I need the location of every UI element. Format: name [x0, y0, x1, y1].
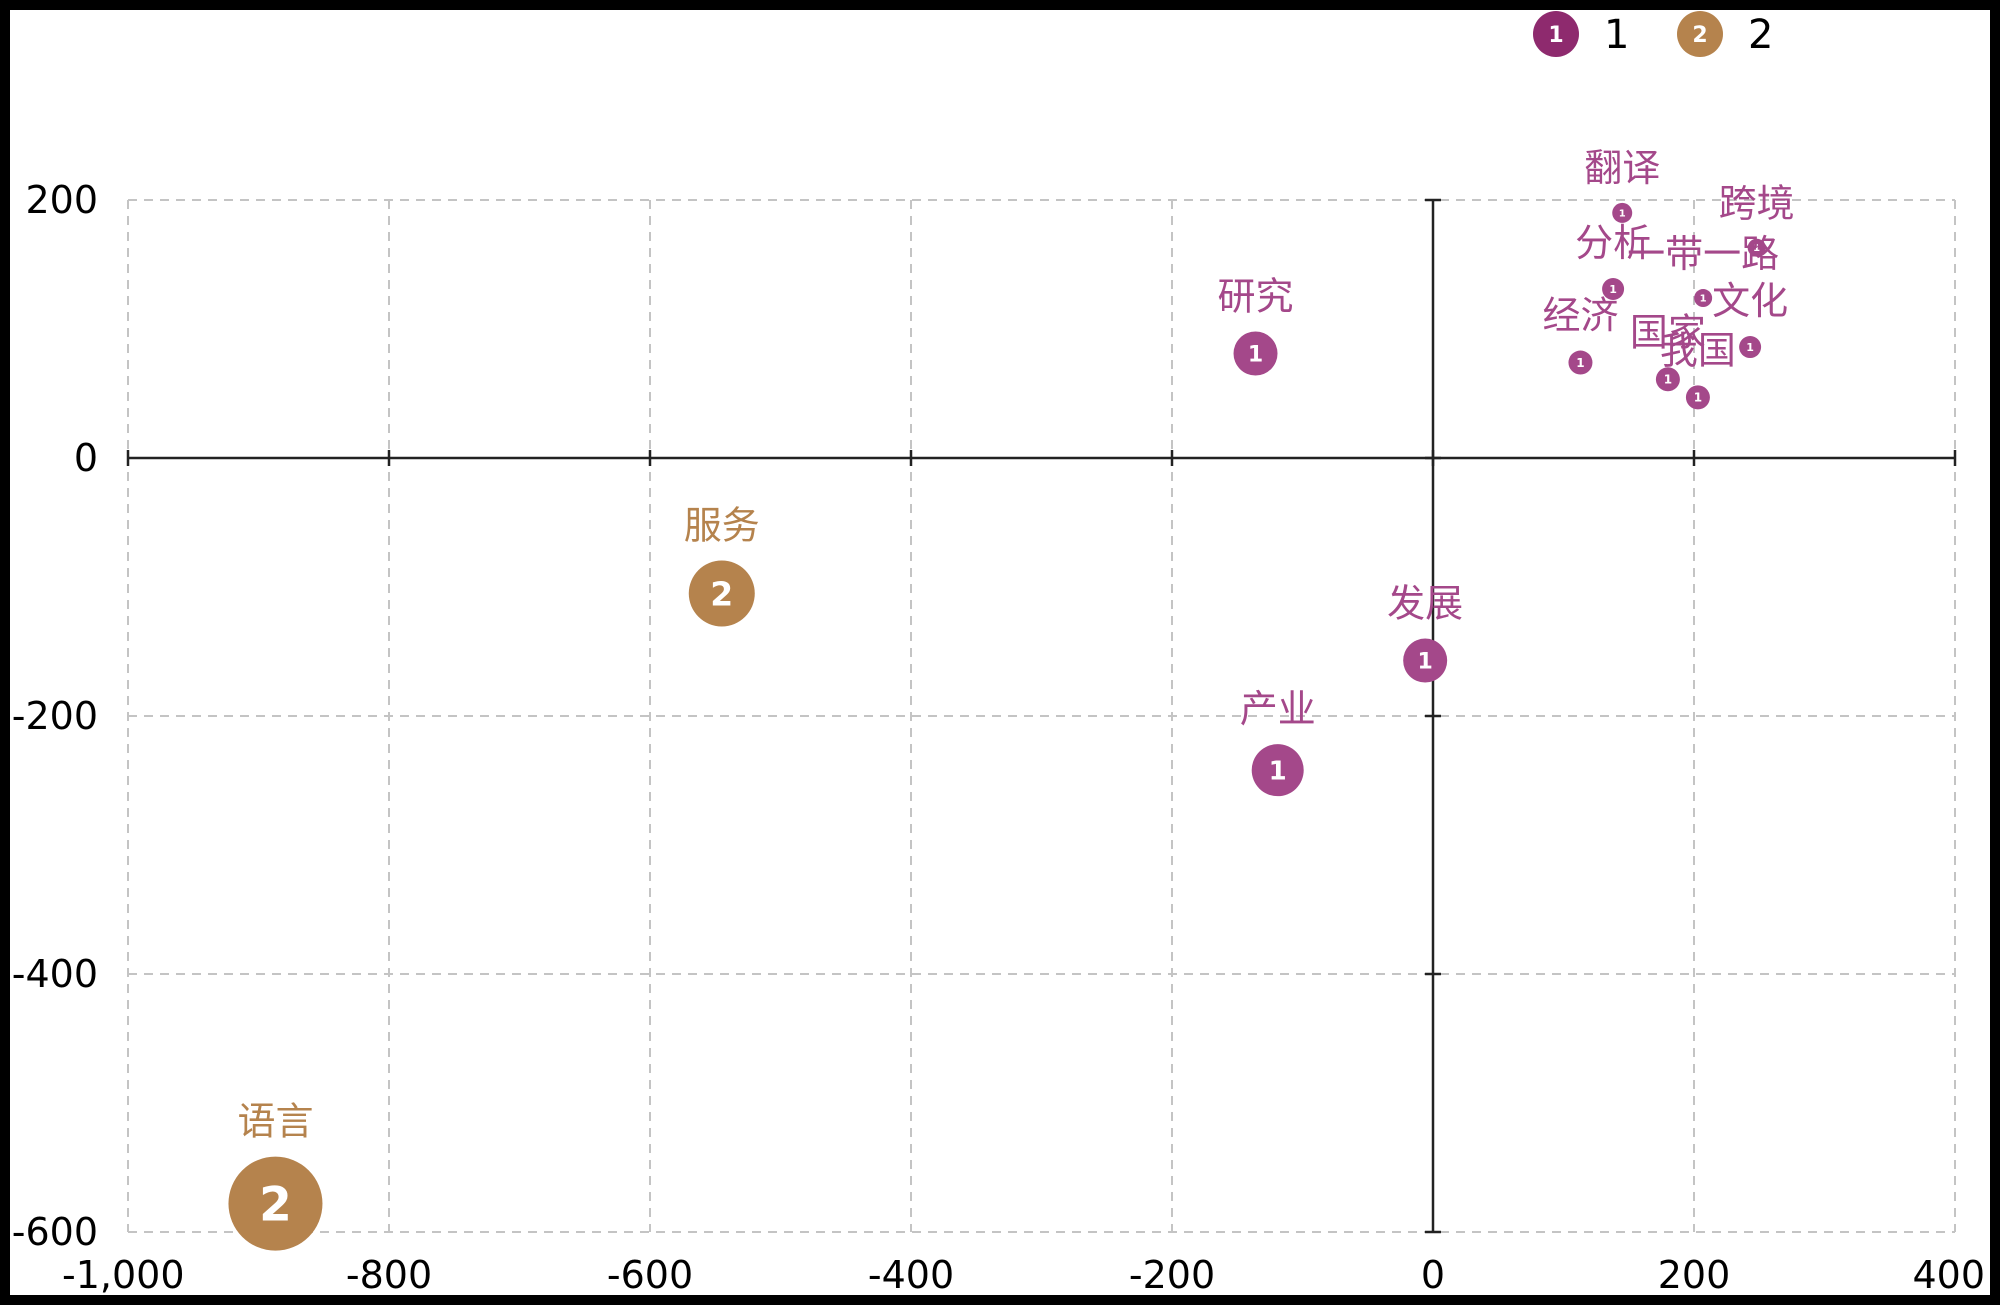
point-label: 分析: [1575, 221, 1651, 265]
point-label: 研究: [1218, 275, 1294, 319]
point-badge: 1: [1609, 283, 1617, 296]
point-bubble: [1747, 238, 1766, 257]
point-label: 语言: [237, 1100, 313, 1144]
data-point: 1 文化: [1712, 279, 1788, 359]
data-point: 1 研究: [1218, 275, 1294, 376]
point-badge: 1: [1619, 209, 1626, 220]
point-bubble: [1694, 289, 1713, 308]
y-tick-label: -400: [12, 952, 98, 996]
point-badge: 1: [1694, 391, 1702, 405]
scatter-chart: -1,000 -800 -600 -400 -200 0 200 400 -600 -400 -2…: [12, 11, 1985, 1297]
data-point: 1 产业: [1240, 687, 1316, 797]
x-tick-labels: -1,000 -800 -600 -400 -200 0 200 400: [62, 1253, 1985, 1297]
point-bubble: [1739, 336, 1762, 359]
legend-label: 1: [1604, 12, 1629, 58]
x-tick-label: -800: [346, 1253, 432, 1295]
data-point: 1我国: [1660, 328, 1736, 410]
point-bubble: [1568, 350, 1593, 375]
point-label: 跨境: [1719, 182, 1795, 226]
data-point: 1 跨境: [1719, 182, 1795, 257]
point-badge: 2: [710, 574, 733, 613]
point-badge: 1: [1248, 342, 1263, 367]
data-point: 1 国家: [1630, 310, 1706, 392]
point-badge: 1: [1576, 356, 1584, 370]
point-label: 我国: [1660, 328, 1736, 372]
y-tick-label: 0: [74, 436, 98, 480]
chart-panel: -1,000 -800 -600 -400 -200 0 200 400 -600 -400 -2…: [10, 10, 1990, 1297]
data-points: 1翻译1跨境1分析1一带一路1文化1经济1国家1我国1研究1发展1产业2服务2语…: [228, 146, 1795, 1251]
point-badge: 1: [1746, 341, 1754, 354]
data-point: 2 语言: [228, 1100, 323, 1251]
data-point: 2 服务: [684, 503, 760, 627]
point-label: 国家: [1630, 310, 1706, 354]
point-badge: 2: [259, 1178, 292, 1233]
point-bubble: [1251, 744, 1304, 797]
x-tick-label: 400: [1912, 1253, 1985, 1295]
point-badge: 1: [1700, 293, 1707, 304]
y-tick-label: -600: [12, 1210, 98, 1254]
point-badge: 1: [1418, 649, 1433, 674]
x-tick-label: -400: [868, 1253, 954, 1295]
y-tick-labels: -600 -400 -200 0 200: [12, 178, 98, 1254]
point-bubble: [228, 1156, 323, 1251]
point-badge: 1: [1269, 757, 1287, 787]
point-bubble: [1602, 278, 1625, 301]
x-tick-label: 0: [1421, 1253, 1445, 1295]
axes: [126, 198, 1957, 1234]
legend-marker: [1677, 11, 1723, 57]
point-bubble: [1403, 638, 1448, 683]
legend-badge: 2: [1692, 23, 1707, 48]
x-tick-label: -600: [607, 1253, 693, 1295]
y-tick-label: 200: [25, 178, 98, 222]
point-bubble: [1685, 385, 1710, 410]
data-point: 1 发展: [1387, 582, 1463, 683]
legend-badge: 1: [1548, 23, 1563, 48]
x-tick-label: -1,000: [62, 1253, 185, 1295]
legend-label: 2: [1748, 12, 1773, 58]
x-tick-label: -200: [1129, 1253, 1215, 1295]
point-label: 翻译: [1584, 146, 1660, 190]
point-label: 发展: [1387, 582, 1463, 626]
legend-marker: [1533, 11, 1579, 57]
point-label: 服务: [684, 503, 760, 547]
point-badge: 1: [1664, 373, 1672, 387]
point-label: 产业: [1240, 687, 1316, 731]
y-tick-label: -200: [12, 694, 98, 738]
data-point: 1 经济: [1542, 294, 1618, 375]
point-bubble: [1612, 202, 1633, 223]
x-tick-label: 200: [1658, 1253, 1731, 1295]
data-point: 1 翻译: [1584, 146, 1660, 223]
gridlines: [127, 199, 1956, 1233]
data-point: 1 分析: [1575, 221, 1651, 301]
point-bubble: [1233, 331, 1278, 376]
point-label: 一带一路: [1627, 232, 1779, 276]
point-label: 文化: [1712, 279, 1788, 323]
point-bubble: [1655, 367, 1680, 392]
point-label: 经济: [1542, 294, 1618, 338]
point-bubble: [688, 560, 755, 627]
point-badge: 1: [1753, 243, 1760, 254]
